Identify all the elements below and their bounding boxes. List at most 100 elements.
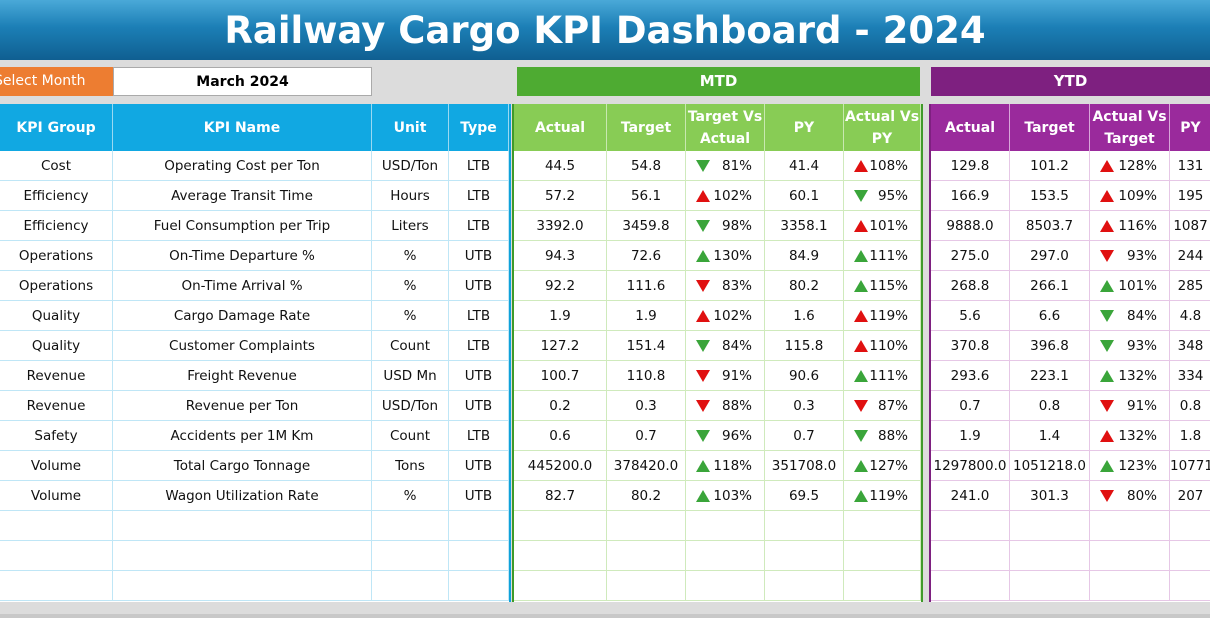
ytd-empty-cell[interactable]	[1090, 571, 1170, 601]
kpi-cell[interactable]: %	[372, 481, 449, 511]
kpi-cell[interactable]: Revenue	[0, 361, 113, 391]
kpi-cell[interactable]: Customer Complaints	[113, 331, 372, 361]
mtd-empty-cell[interactable]	[686, 541, 765, 571]
ytd-empty-cell[interactable]	[1170, 541, 1210, 571]
mtd-cell[interactable]: 3358.1	[765, 211, 844, 241]
kpi-cell[interactable]: Volume	[0, 481, 113, 511]
kpi-cell[interactable]: On-Time Arrival %	[113, 271, 372, 301]
ytd-cell[interactable]: 266.1	[1010, 271, 1090, 301]
kpi-cell[interactable]: LTB	[449, 211, 509, 241]
ytd-cell[interactable]: 1087	[1170, 211, 1210, 241]
ytd-cell[interactable]: 131	[1170, 151, 1210, 181]
ytd-cell[interactable]: 241.0	[931, 481, 1010, 511]
ytd-cell[interactable]: 1.9	[931, 421, 1010, 451]
kpi-cell[interactable]: %	[372, 241, 449, 271]
kpi-empty-cell[interactable]	[113, 571, 372, 601]
mtd-cell[interactable]: 1.6	[765, 301, 844, 331]
kpi-empty-cell[interactable]	[372, 511, 449, 541]
ytd-cell[interactable]: 4.8	[1170, 301, 1210, 331]
kpi-cell[interactable]: UTB	[449, 361, 509, 391]
kpi-empty-cell[interactable]	[0, 511, 113, 541]
ytd-cell[interactable]: 348	[1170, 331, 1210, 361]
mtd-cell[interactable]: 351708.0	[765, 451, 844, 481]
kpi-empty-cell[interactable]	[113, 541, 372, 571]
mtd-cell[interactable]: 378420.0	[607, 451, 686, 481]
kpi-cell[interactable]: Revenue per Ton	[113, 391, 372, 421]
kpi-cell[interactable]: Fuel Consumption per Trip	[113, 211, 372, 241]
kpi-cell[interactable]: LTB	[449, 151, 509, 181]
mtd-cell[interactable]: 84.9	[765, 241, 844, 271]
ytd-cell[interactable]: 1051218.0	[1010, 451, 1090, 481]
mtd-cell[interactable]: 80.2	[765, 271, 844, 301]
ytd-cell[interactable]: 396.8	[1010, 331, 1090, 361]
kpi-cell[interactable]: Total Cargo Tonnage	[113, 451, 372, 481]
mtd-cell[interactable]: 0.7	[765, 421, 844, 451]
mtd-cell[interactable]: 151.4	[607, 331, 686, 361]
ytd-cell[interactable]: 297.0	[1010, 241, 1090, 271]
ytd-empty-cell[interactable]	[1010, 511, 1090, 541]
kpi-cell[interactable]: UTB	[449, 391, 509, 421]
mtd-empty-cell[interactable]	[514, 511, 607, 541]
mtd-cell[interactable]: 0.2	[514, 391, 607, 421]
kpi-cell[interactable]: UTB	[449, 481, 509, 511]
ytd-empty-cell[interactable]	[1010, 571, 1090, 601]
ytd-cell[interactable]: 10771	[1170, 451, 1210, 481]
mtd-cell[interactable]: 127.2	[514, 331, 607, 361]
mtd-cell[interactable]: 3459.8	[607, 211, 686, 241]
mtd-cell[interactable]: 80.2	[607, 481, 686, 511]
ytd-cell[interactable]: 268.8	[931, 271, 1010, 301]
mtd-empty-cell[interactable]	[514, 541, 607, 571]
kpi-cell[interactable]: Revenue	[0, 391, 113, 421]
mtd-empty-cell[interactable]	[686, 511, 765, 541]
ytd-empty-cell[interactable]	[1090, 511, 1170, 541]
mtd-cell[interactable]: 1.9	[607, 301, 686, 331]
kpi-cell[interactable]: Hours	[372, 181, 449, 211]
kpi-cell[interactable]: USD Mn	[372, 361, 449, 391]
mtd-cell[interactable]: 41.4	[765, 151, 844, 181]
mtd-cell[interactable]: 0.6	[514, 421, 607, 451]
mtd-cell[interactable]: 1.9	[514, 301, 607, 331]
mtd-cell[interactable]: 69.5	[765, 481, 844, 511]
mtd-cell[interactable]: 54.8	[607, 151, 686, 181]
kpi-cell[interactable]: Quality	[0, 301, 113, 331]
mtd-cell[interactable]: 115.8	[765, 331, 844, 361]
kpi-cell[interactable]: UTB	[449, 451, 509, 481]
kpi-empty-cell[interactable]	[113, 511, 372, 541]
mtd-empty-cell[interactable]	[514, 571, 607, 601]
mtd-cell[interactable]: 92.2	[514, 271, 607, 301]
ytd-cell[interactable]: 6.6	[1010, 301, 1090, 331]
ytd-cell[interactable]: 293.6	[931, 361, 1010, 391]
ytd-empty-cell[interactable]	[1010, 541, 1090, 571]
mtd-cell[interactable]: 111.6	[607, 271, 686, 301]
ytd-empty-cell[interactable]	[1170, 571, 1210, 601]
mtd-cell[interactable]: 0.3	[607, 391, 686, 421]
kpi-empty-cell[interactable]	[449, 571, 509, 601]
kpi-cell[interactable]: Operations	[0, 271, 113, 301]
mtd-cell[interactable]: 94.3	[514, 241, 607, 271]
kpi-cell[interactable]: Operating Cost per Ton	[113, 151, 372, 181]
ytd-empty-cell[interactable]	[931, 541, 1010, 571]
mtd-empty-cell[interactable]	[607, 541, 686, 571]
mtd-cell[interactable]: 3392.0	[514, 211, 607, 241]
kpi-cell[interactable]: Accidents per 1M Km	[113, 421, 372, 451]
kpi-cell[interactable]: LTB	[449, 331, 509, 361]
ytd-cell[interactable]: 301.3	[1010, 481, 1090, 511]
ytd-cell[interactable]: 195	[1170, 181, 1210, 211]
kpi-cell[interactable]: Liters	[372, 211, 449, 241]
kpi-empty-cell[interactable]	[0, 541, 113, 571]
ytd-cell[interactable]: 0.8	[1170, 391, 1210, 421]
mtd-cell[interactable]: 110.8	[607, 361, 686, 391]
ytd-cell[interactable]: 244	[1170, 241, 1210, 271]
mtd-cell[interactable]: 57.2	[514, 181, 607, 211]
ytd-cell[interactable]: 101.2	[1010, 151, 1090, 181]
ytd-cell[interactable]: 166.9	[931, 181, 1010, 211]
kpi-cell[interactable]: Cost	[0, 151, 113, 181]
kpi-cell[interactable]: Tons	[372, 451, 449, 481]
mtd-empty-cell[interactable]	[607, 511, 686, 541]
ytd-cell[interactable]: 153.5	[1010, 181, 1090, 211]
ytd-empty-cell[interactable]	[931, 511, 1010, 541]
kpi-cell[interactable]: Safety	[0, 421, 113, 451]
mtd-cell[interactable]: 56.1	[607, 181, 686, 211]
mtd-empty-cell[interactable]	[844, 541, 921, 571]
ytd-cell[interactable]: 370.8	[931, 331, 1010, 361]
